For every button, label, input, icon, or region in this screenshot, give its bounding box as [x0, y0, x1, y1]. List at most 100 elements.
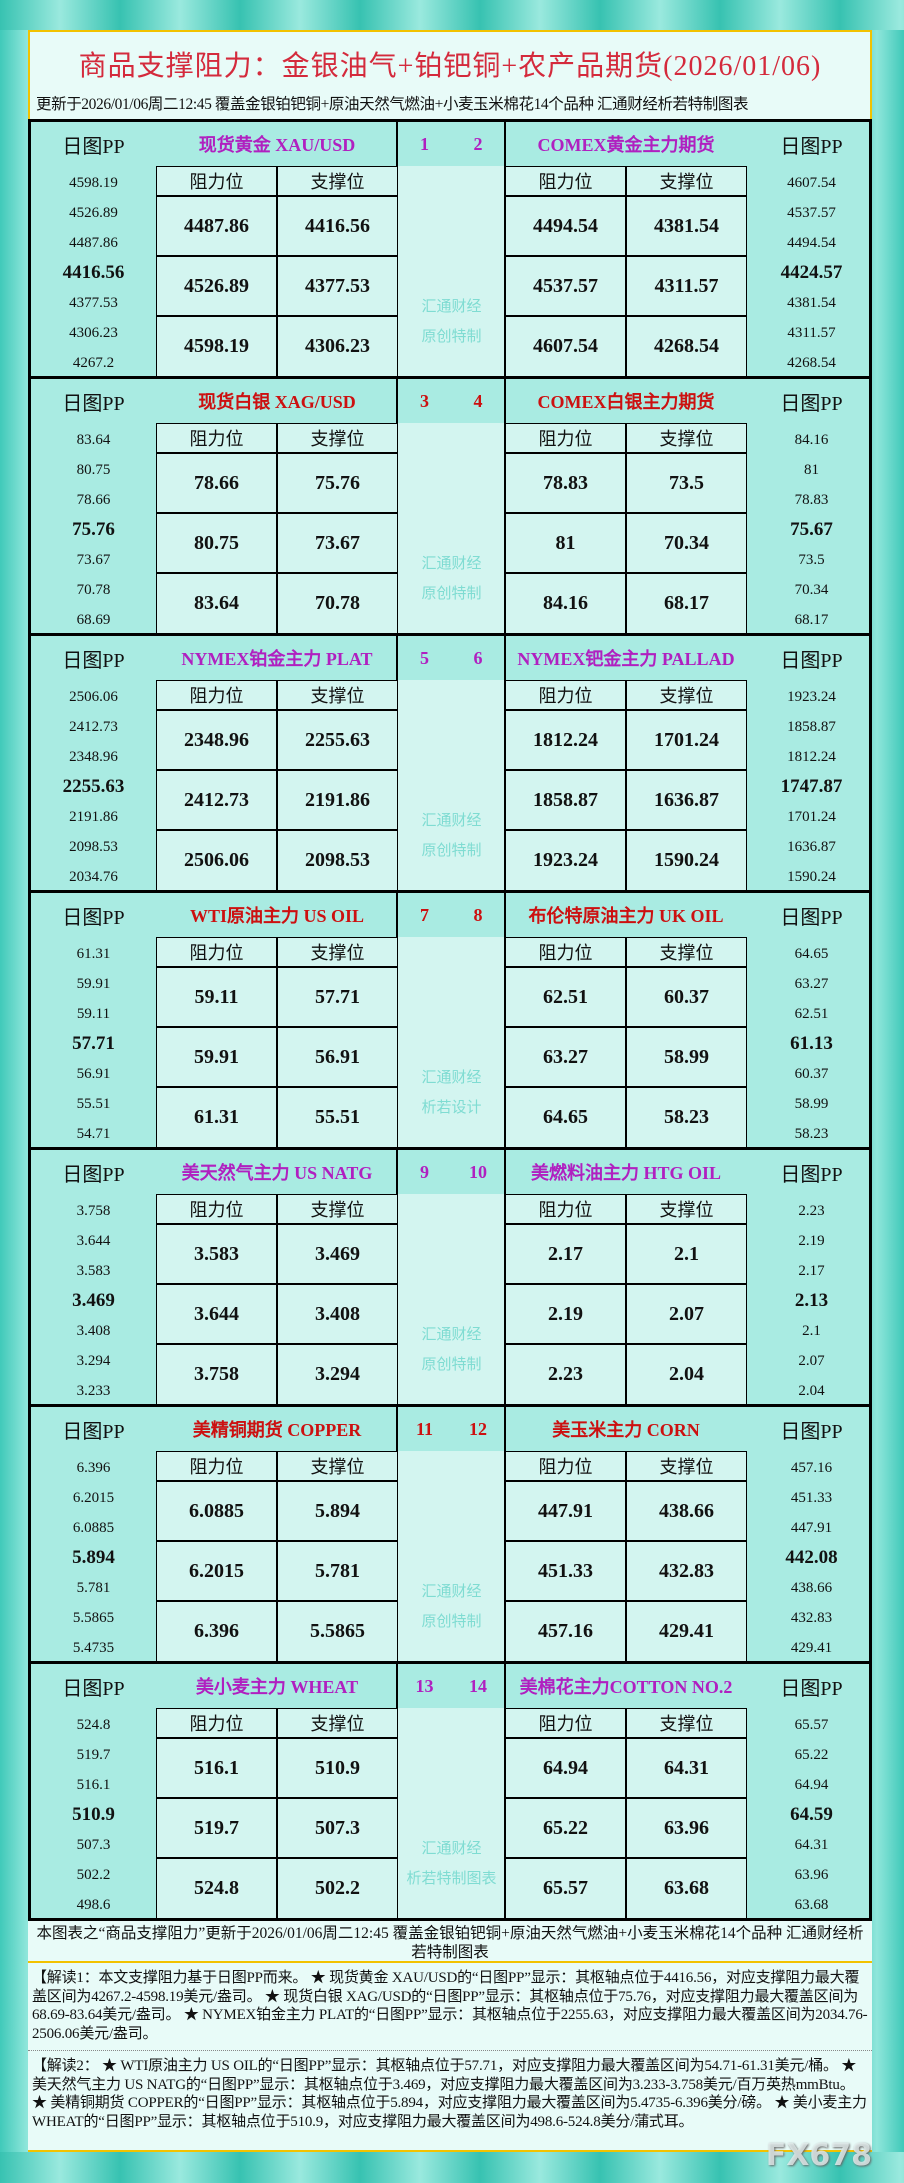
- support-value: 2191.86: [277, 770, 398, 830]
- block-number-left: 13: [415, 1675, 434, 1696]
- pp-level-value: 2.07: [798, 1352, 825, 1369]
- product-name-left: 美天然气主力 US NATG: [181, 1163, 373, 1183]
- pp-level-value: 1590.24: [787, 868, 836, 885]
- pp-level-value: 1858.87: [787, 718, 836, 735]
- block-number-left: 1: [420, 133, 429, 154]
- support-value: 1701.24: [626, 710, 747, 770]
- resistance-value: 2412.73: [156, 770, 277, 830]
- credit-text: 原创特制: [421, 1613, 482, 1630]
- pp-level-value: 2348.96: [69, 748, 118, 765]
- pp-level-value: 4267.2: [72, 354, 115, 371]
- credit-text: 析若特制图表: [406, 1870, 497, 1887]
- pp-level-value: 2.19: [798, 1232, 825, 1249]
- support-value: 63.68: [626, 1858, 747, 1919]
- resistance-value: 1923.24: [505, 830, 626, 891]
- block-number-right: 2: [473, 133, 483, 154]
- block-number-left: 3: [420, 390, 429, 411]
- resistance-header: 阻力位: [156, 937, 277, 967]
- resistance-value: 4537.57: [505, 256, 626, 316]
- support-value: 58.23: [626, 1087, 747, 1148]
- resistance-value: 1858.87: [505, 770, 626, 830]
- pp-level-value: 5.781: [76, 1579, 111, 1596]
- product-name-left: 现货黄金 XAU/USD: [198, 135, 356, 155]
- pp-level-value: 84.16: [794, 431, 829, 448]
- pp-level-value: 507.3: [76, 1836, 111, 1853]
- pp-level-value: 2412.73: [69, 718, 118, 735]
- support-header: 支撑位: [277, 423, 398, 453]
- pp-level-value: 3.583: [76, 1262, 111, 1279]
- middle-column: [396, 122, 506, 379]
- pp-level-value: 83.64: [76, 431, 111, 448]
- credit-text: 原创特制: [421, 842, 482, 859]
- pp-level-value: 65.57: [794, 1716, 829, 1733]
- resistance-value: 4598.19: [156, 316, 277, 377]
- pp-level-value: 68.69: [76, 611, 111, 628]
- block-number-left: 5: [420, 647, 429, 668]
- pp-level-value: 4381.54: [787, 294, 836, 311]
- resistance-value: 4487.86: [156, 196, 277, 256]
- middle-column: [396, 1407, 506, 1664]
- block-number-right: 8: [473, 904, 483, 925]
- pp-level-value: 3.758: [76, 1202, 111, 1219]
- resistance-value: 6.0885: [156, 1481, 277, 1541]
- block-number-left: 11: [415, 1418, 433, 1439]
- resistance-value: 524.8: [156, 1858, 277, 1919]
- support-value: 502.2: [277, 1858, 398, 1919]
- support-header: 支撑位: [277, 1194, 398, 1224]
- pp-level-value: 502.2: [76, 1866, 111, 1883]
- explanation-2: 【解读2： ★ WTI原油主力 US OIL的“日图PP”显示：其枢轴点位于57…: [28, 2051, 872, 2152]
- resistance-value: 6.396: [156, 1601, 277, 1662]
- pivot-point-value: 2.13: [794, 1290, 829, 1311]
- pp-label: 日图PP: [780, 1420, 843, 1443]
- support-value: 507.3: [277, 1798, 398, 1858]
- pp-level-value: 70.34: [794, 581, 829, 598]
- support-header: 支撑位: [626, 1194, 747, 1224]
- pp-level-value: 4311.57: [787, 324, 836, 341]
- resistance-header: 阻力位: [156, 166, 277, 196]
- pp-level-value: 4494.54: [787, 234, 836, 251]
- product-name-left: 美精铜期货 COPPER: [192, 1420, 362, 1440]
- support-value: 438.66: [626, 1481, 747, 1541]
- product-name-right: COMEX白银主力期货: [537, 392, 715, 412]
- middle-column: [396, 893, 506, 1150]
- pp-level-value: 78.83: [794, 491, 829, 508]
- pp-label: 日图PP: [62, 392, 125, 415]
- resistance-value: 81: [505, 513, 626, 573]
- pp-level-value: 516.1: [76, 1776, 111, 1793]
- credit-text: 汇通财经: [421, 1840, 482, 1857]
- commodity-block: 9 10 汇通财经 原创特制 日图PP 美天然气主力 US NATG 3.758 3.644 3…: [28, 1147, 872, 1407]
- credit-text: 汇通财经: [421, 298, 482, 315]
- pp-level-value: 4377.53: [69, 294, 118, 311]
- pp-level-value: 80.75: [76, 461, 111, 478]
- pivot-point-value: 75.76: [72, 519, 115, 540]
- pivot-point-value: 1747.87: [780, 776, 843, 797]
- pp-level-value: 6.396: [76, 1459, 111, 1476]
- resistance-value: 2348.96: [156, 710, 277, 770]
- pp-level-value: 5.5865: [72, 1609, 115, 1626]
- resistance-value: 65.57: [505, 1858, 626, 1919]
- product-name-right: 布伦特原油主力 UK OIL: [528, 906, 724, 926]
- support-value: 70.78: [277, 573, 398, 634]
- frame-top: [0, 0, 904, 30]
- pp-label: 日图PP: [780, 1163, 843, 1186]
- block-number-left: 7: [420, 904, 429, 925]
- block-number-right: 4: [473, 390, 483, 411]
- pp-level-value: 70.78: [76, 581, 111, 598]
- explanation-1: 【解读1：本文支撑阻力基于日图PP而来。 ★ 现货黄金 XAU/USD的“日图P…: [28, 1963, 872, 2051]
- pp-level-value: 62.51: [794, 1005, 829, 1022]
- support-value: 75.76: [277, 453, 398, 513]
- pp-label: 日图PP: [62, 1420, 125, 1443]
- commodity-block: 7 8 汇通财经 析若设计 日图PP WTI原油主力 US OIL 61.31 59.91 59…: [28, 890, 872, 1150]
- pp-level-value: 2098.53: [69, 838, 118, 855]
- pp-label: 日图PP: [62, 906, 125, 929]
- support-value: 429.41: [626, 1601, 747, 1662]
- pp-level-value: 63.27: [794, 975, 829, 992]
- support-value: 57.71: [277, 967, 398, 1027]
- resistance-header: 阻力位: [505, 166, 626, 196]
- support-value: 3.469: [277, 1224, 398, 1284]
- pp-level-value: 519.7: [76, 1746, 111, 1763]
- resistance-value: 3.644: [156, 1284, 277, 1344]
- support-value: 4306.23: [277, 316, 398, 377]
- resistance-value: 4607.54: [505, 316, 626, 377]
- support-value: 2098.53: [277, 830, 398, 891]
